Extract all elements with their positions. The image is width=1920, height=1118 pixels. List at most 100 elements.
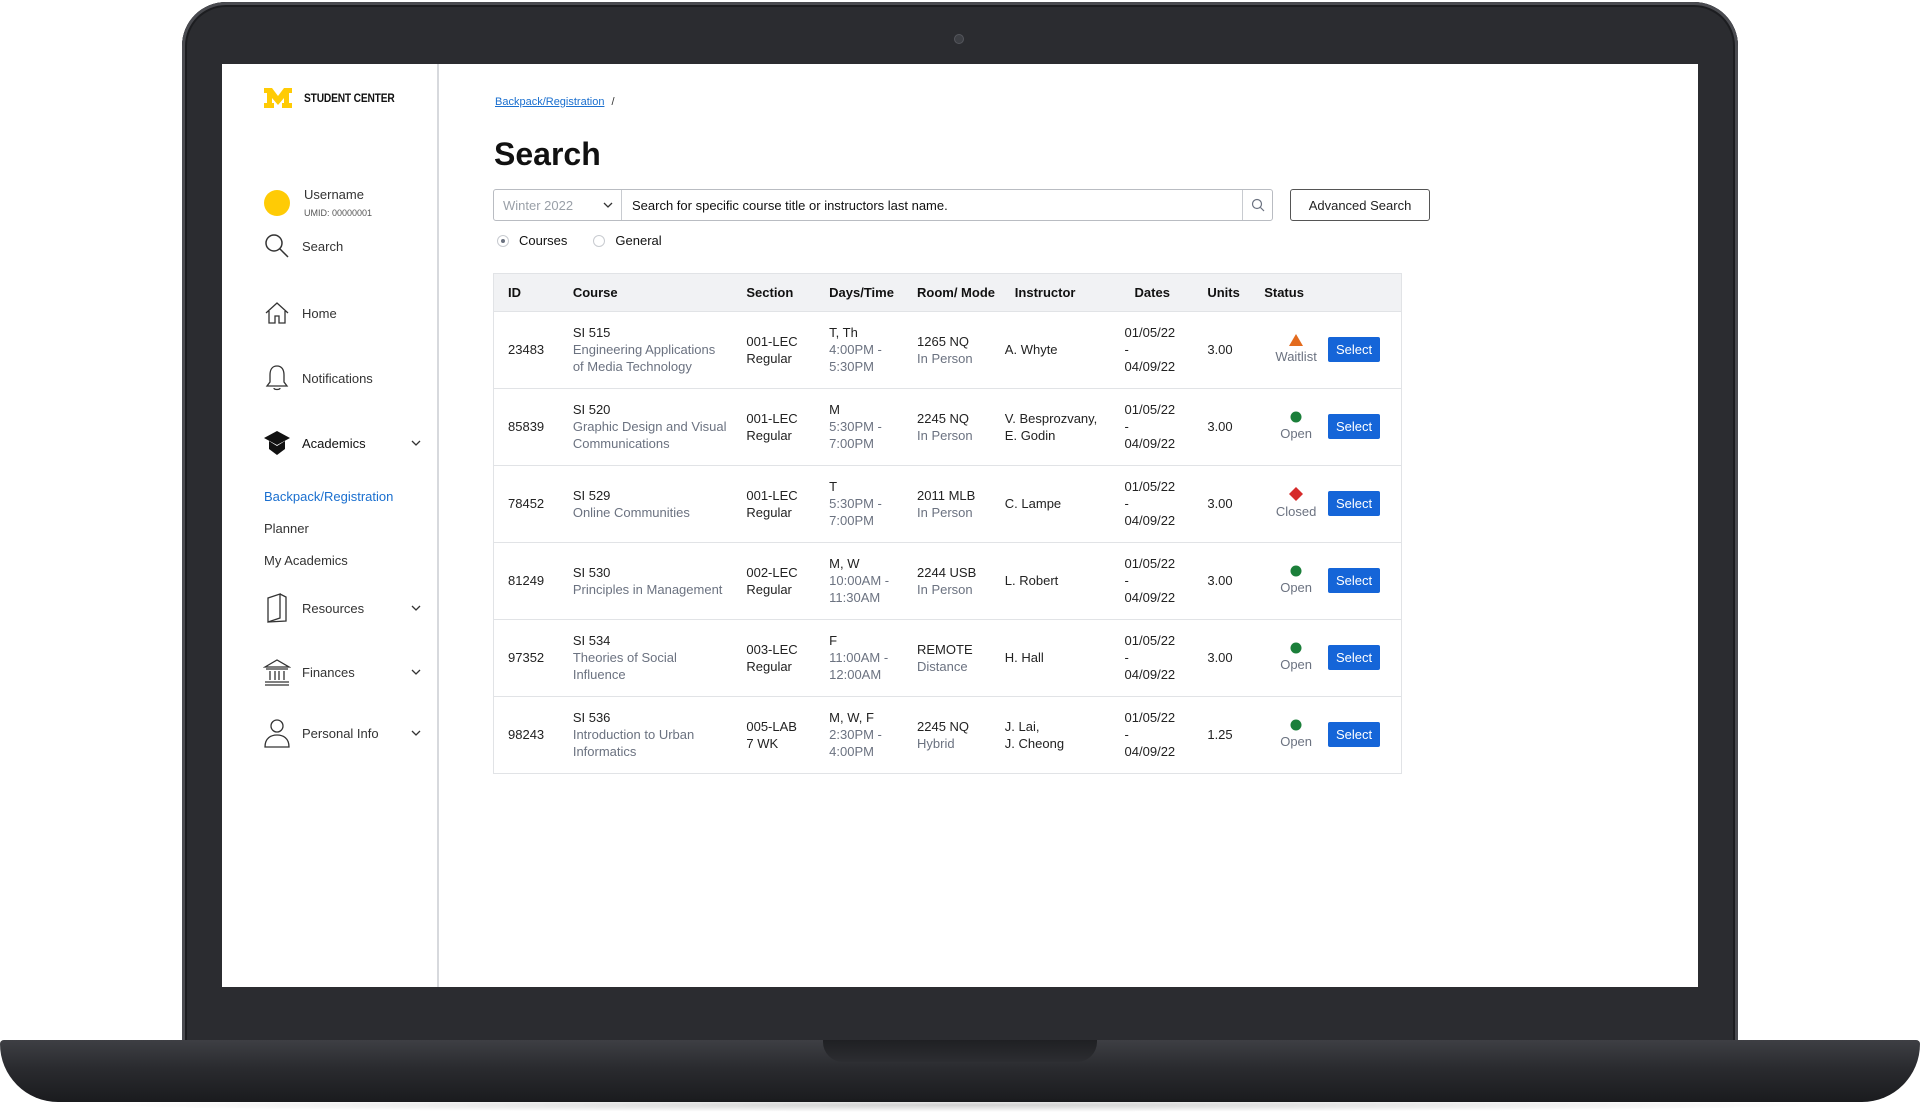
cell-days-time: M, W, F 2:30PM -4:00PM — [829, 696, 917, 773]
header-status: Status — [1264, 284, 1304, 300]
nav-finances[interactable]: Finances — [262, 657, 422, 687]
cell-id: 97352 — [508, 650, 545, 665]
instructor-line2: E. Godin — [1004, 427, 1056, 443]
status-badge: Closed — [1275, 504, 1317, 519]
cell-course: SI 536 Introduction to Urban Informatics — [573, 696, 747, 773]
select-button[interactable]: Select — [1328, 645, 1381, 670]
header-instructor: Instructor — [1014, 284, 1076, 300]
breadcrumb-link[interactable]: Backpack/Registration — [495, 96, 605, 108]
instructor-line1: J. Lai, — [1004, 718, 1040, 734]
date-start: 01/05/22 — [1124, 479, 1176, 494]
table-row: 23483 SI 515 Engineering Applications of Me… — [494, 311, 1401, 388]
cell-status: Open — [1264, 542, 1328, 619]
sidebar-item-my-academics[interactable]: My Academics — [264, 553, 348, 568]
nav-search-label: Search — [302, 238, 344, 254]
select-button[interactable]: Select — [1328, 722, 1381, 748]
breadcrumb-separator: / — [611, 96, 615, 108]
radio-general[interactable]: General — [593, 233, 662, 248]
nav-home[interactable]: Home — [262, 298, 422, 328]
nav-academics[interactable]: Academics — [262, 428, 422, 458]
nav-notifications-label: Notifications — [302, 370, 373, 386]
header-id: ID — [508, 284, 521, 300]
select-button[interactable]: Select — [1328, 491, 1381, 516]
graduation-cap-icon — [262, 428, 292, 458]
section-type: Regular — [746, 581, 792, 597]
chevron-down-icon[interactable] — [410, 602, 422, 614]
cell-section: 005-LAB 7 WK — [746, 696, 829, 773]
cell-units: 3.00 — [1207, 496, 1233, 511]
nav-resources[interactable]: Resources — [262, 593, 422, 623]
sidebar-item-planner[interactable]: Planner — [264, 521, 309, 536]
date-end: 04/09/22 — [1124, 513, 1176, 528]
cell-id: 23483 — [508, 342, 545, 357]
cell-room-mode: REMOTE Distance — [917, 619, 1005, 696]
course-title-line1: Introduction to Urban — [572, 727, 695, 743]
date-separator: - — [1124, 727, 1129, 743]
advanced-search-button[interactable]: Advanced Search — [1290, 189, 1430, 221]
search-input[interactable] — [622, 190, 1242, 220]
course-title-line1: Theories of Social — [572, 650, 677, 665]
cell-action: Select — [1328, 696, 1401, 773]
room: REMOTE — [917, 641, 973, 657]
select-button[interactable]: Select — [1328, 568, 1381, 593]
section-number: 001-LEC — [746, 487, 798, 503]
status-badge: Open — [1280, 426, 1313, 441]
section-number: 001-LEC — [746, 333, 798, 349]
cell-units: 3.00 — [1207, 342, 1233, 357]
select-button[interactable]: Select — [1328, 337, 1381, 362]
time-start: 2:30PM - — [829, 727, 882, 743]
course-title-line2: Informatics — [572, 744, 637, 760]
mode: In Person — [917, 427, 973, 443]
time-start: 10:00AM - — [829, 573, 890, 588]
term-select[interactable]: Winter 2022 — [494, 190, 622, 220]
section-type: Regular — [746, 350, 792, 366]
cell-course: SI 529 Online Communities — [573, 465, 747, 542]
select-button[interactable]: Select — [1328, 414, 1381, 439]
search-button[interactable] — [1242, 190, 1272, 220]
date-start: 01/05/22 — [1124, 556, 1176, 571]
cell-days-time: M, W 10:00AM - 11:30AM — [829, 542, 917, 619]
cell-action: Select — [1328, 311, 1401, 388]
course-code: SI 534 — [572, 633, 611, 648]
user-profile[interactable]: Username UMID: 00000001 — [264, 187, 372, 218]
nav-personal-info[interactable]: Personal Info — [262, 718, 422, 748]
radio-general-dot[interactable] — [593, 234, 606, 247]
open-circle-icon — [1290, 411, 1302, 423]
bell-icon — [262, 363, 292, 393]
nav-search[interactable]: Search — [262, 231, 422, 261]
status-badge: Open — [1280, 580, 1313, 595]
nav-personal-info-label: Personal Info — [302, 725, 379, 741]
chevron-down-icon[interactable] — [410, 666, 422, 678]
cell-room-mode: 1265 NQ In Person — [917, 311, 1005, 388]
date-end: 04/09/22 — [1124, 667, 1176, 682]
results-table: ID Course Section Days/Time Room/ Mode I… — [493, 273, 1402, 774]
search-bar: Winter 2022 — [493, 189, 1273, 221]
radio-courses-dot[interactable] — [497, 234, 509, 247]
section-number: 001-LEC — [746, 410, 798, 426]
cell-dates: 01/05/22 - 04/09/22 — [1125, 311, 1208, 388]
chevron-down-icon[interactable] — [410, 437, 422, 449]
course-title-line2: Influence — [572, 667, 626, 682]
cell-instructor: H. Hall — [1005, 619, 1125, 696]
cell-units: 3.00 — [1207, 650, 1233, 665]
cell-id: 78452 — [508, 496, 545, 511]
course-code: SI 515 — [572, 325, 611, 340]
cell-instructor: C. Lampe — [1005, 465, 1125, 542]
cell-days-time: F 11:00AM - 12:00AM — [829, 619, 917, 696]
nav-notifications[interactable]: Notifications — [262, 363, 422, 393]
section-type: 7 WK — [746, 735, 779, 751]
home-icon — [262, 298, 292, 328]
cell-instructor: V. Besprozvany, E. Godin — [1005, 388, 1125, 465]
chevron-down-icon[interactable] — [410, 727, 422, 739]
time-end: 4:00PM — [829, 744, 874, 760]
status-badge: Waitlist — [1275, 349, 1317, 364]
cell-course: SI 534 Theories of Social Influence — [573, 619, 747, 696]
cell-dates: 01/05/22 - 04/09/22 — [1125, 388, 1208, 465]
cell-id: 85839 — [508, 419, 545, 434]
sidebar-item-backpack[interactable]: Backpack/Registration — [264, 489, 394, 504]
course-title-line1: Graphic Design and Visual — [572, 419, 727, 434]
brand[interactable]: STUDENT CENTER — [264, 88, 411, 108]
radio-courses[interactable]: Courses — [497, 233, 567, 248]
course-code: SI 520 — [572, 402, 611, 417]
course-code: SI 529 — [572, 487, 611, 503]
